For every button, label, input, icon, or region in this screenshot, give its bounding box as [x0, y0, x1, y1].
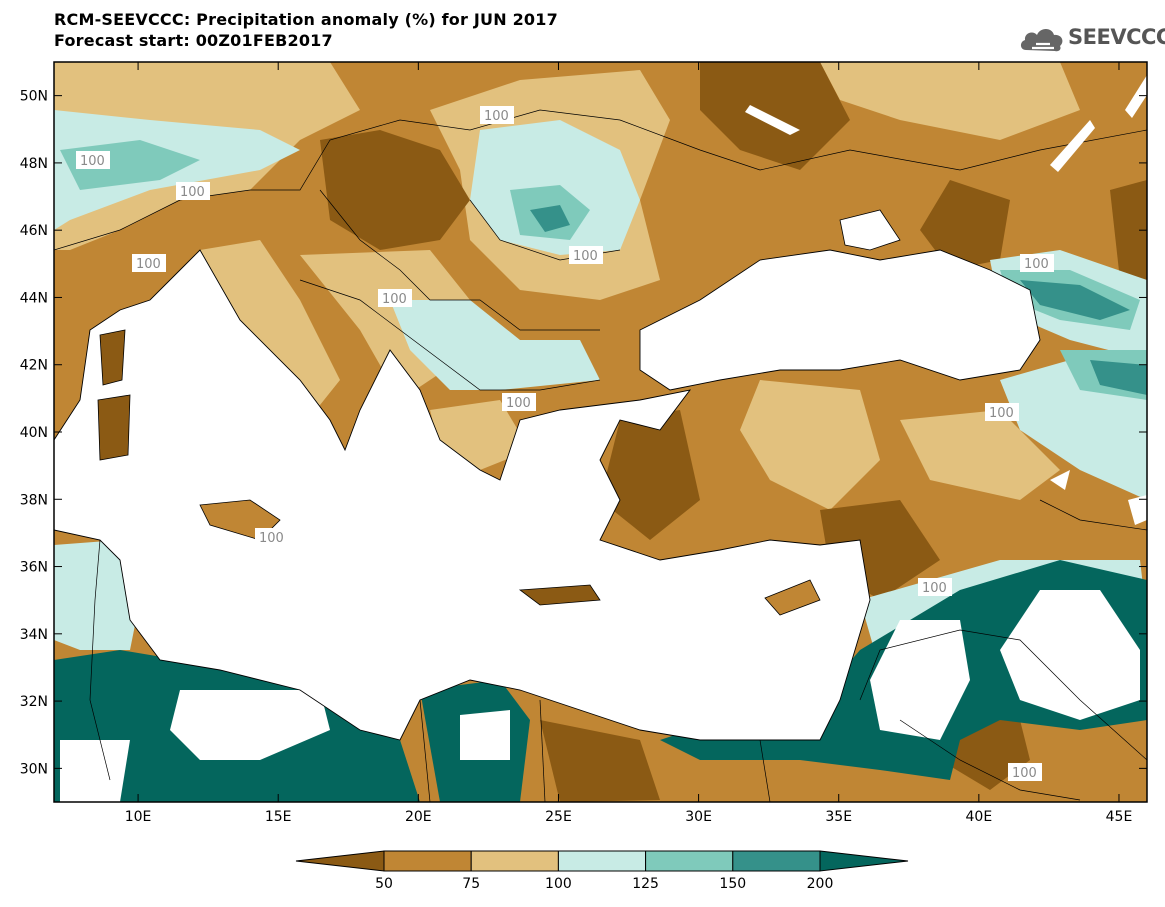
missing-data [1000, 590, 1140, 720]
colorbar-label: 200 [807, 876, 834, 892]
forecast-start: Forecast start: 00Z01FEB2017 [54, 31, 333, 50]
seevccc-logo: SEEVCCC [1018, 20, 1165, 60]
lat-tick-label: 46N [20, 223, 48, 239]
map-field: 100 100 100 100 100 100 100 100 100 100 … [54, 62, 1147, 802]
cyprus [764, 579, 821, 616]
anomaly-region [900, 410, 1060, 500]
contour-label: 100 [573, 249, 598, 264]
anomaly-region [1090, 360, 1147, 395]
anomaly-region [920, 180, 1010, 270]
lon-tick-label: 10E [125, 809, 152, 825]
colorbar-swatch [645, 850, 734, 872]
contour-label: 100 [989, 406, 1014, 421]
colorbar-label: 50 [375, 876, 393, 892]
colorbar-swatch [557, 850, 647, 872]
lon-tick-label: 35E [825, 809, 852, 825]
lat-tick-label: 30N [20, 761, 48, 777]
anomaly-region [390, 300, 600, 390]
lon-tick-label: 25E [545, 809, 572, 825]
azov-sea [839, 209, 901, 251]
anomaly-region [320, 130, 470, 250]
anomaly-region [740, 380, 880, 510]
map-title: RCM-SEEVCCC: Precipitation anomaly (%) f… [54, 10, 558, 29]
contour-label: 100 [180, 185, 205, 200]
anomaly-region [600, 410, 700, 540]
colorbar-swatch [295, 850, 385, 872]
lat-tick-label: 34N [20, 627, 48, 643]
lon-tick-label: 15E [265, 809, 292, 825]
colorbar: 50 75 100 125 150 200 [295, 850, 909, 892]
anomaly-region [1000, 360, 1147, 500]
contour-label: 100 [484, 109, 509, 124]
lat-tick-label: 40N [20, 425, 48, 441]
contour-label: 100 [1012, 766, 1037, 781]
lon-tick-label: 40E [966, 809, 993, 825]
cloud-icon [1020, 29, 1063, 52]
contour-label: 100 [922, 581, 947, 596]
latitude-axis: 50N 48N 46N 44N 42N 40N 38N 36N 34N 32N 30N [20, 89, 1147, 777]
anomaly-region [530, 205, 570, 232]
missing-data [1050, 470, 1070, 490]
black-sea [639, 249, 1041, 391]
lat-tick-label: 48N [20, 156, 48, 172]
lat-tick-label: 42N [20, 358, 48, 374]
contour-label: 100 [1024, 257, 1049, 272]
lat-tick-label: 32N [20, 694, 48, 710]
contour-label: 100 [506, 396, 531, 411]
lat-tick-label: 50N [20, 89, 48, 105]
missing-data [745, 105, 800, 135]
colorbar-label: 75 [462, 876, 480, 892]
lat-tick-label: 44N [20, 290, 48, 306]
contour-label: 100 [259, 531, 284, 546]
anomaly-region [540, 720, 660, 802]
missing-data [60, 740, 130, 802]
colorbar-swatch [383, 850, 472, 872]
contour-labels: 100 100 100 100 100 100 100 100 100 100 … [76, 106, 1054, 781]
colorbar-label: 125 [632, 876, 659, 892]
contour-label: 100 [80, 154, 105, 169]
missing-data [1125, 75, 1147, 118]
colorbar-label: 150 [719, 876, 746, 892]
sardinia [97, 394, 131, 461]
crete [518, 584, 601, 606]
lon-tick-label: 20E [405, 809, 432, 825]
colorbar-swatch [470, 850, 559, 872]
anomaly-region [1110, 180, 1147, 300]
lon-tick-label: 30E [685, 809, 712, 825]
lat-tick-label: 36N [20, 560, 48, 576]
anomaly-region [700, 62, 850, 170]
contour-label: 100 [382, 292, 407, 307]
anomaly-region [54, 540, 140, 650]
longitude-axis: 10E 15E 20E 25E 30E 35E 40E 45E [125, 62, 1133, 825]
corsica [99, 329, 126, 386]
lon-tick-label: 45E [1106, 809, 1133, 825]
missing-data [870, 620, 970, 740]
missing-data [1128, 495, 1147, 525]
anomaly-region [1020, 280, 1130, 320]
mediterranean-sea [54, 249, 871, 741]
missing-data [460, 710, 510, 760]
colorbar-label: 100 [545, 876, 572, 892]
colorbar-swatch [819, 850, 909, 872]
anomaly-region [820, 62, 1080, 140]
logo-text: SEEVCCC [1068, 25, 1165, 49]
colorbar-swatch [732, 850, 821, 872]
contour-label: 100 [136, 257, 161, 272]
missing-data [1050, 120, 1095, 172]
lat-tick-label: 38N [20, 492, 48, 508]
missing-data [170, 690, 330, 760]
